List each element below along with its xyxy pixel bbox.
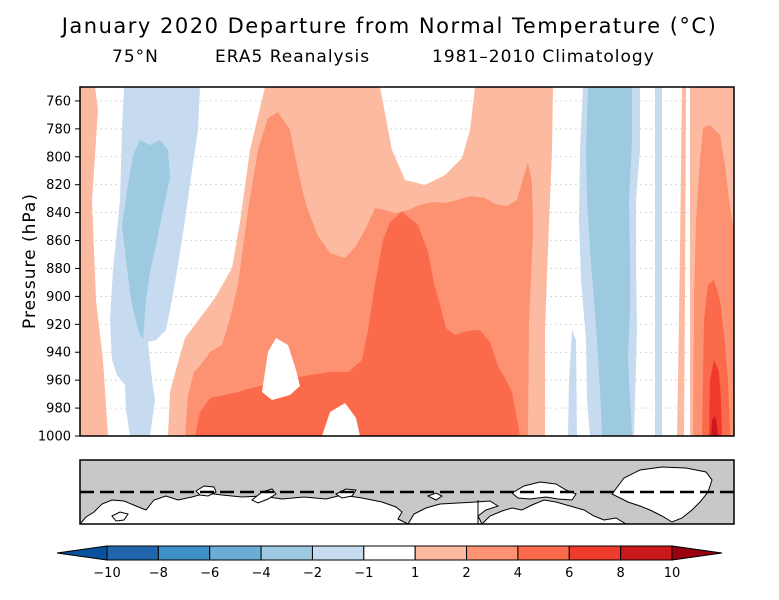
y-tick-label: 1000 (38, 430, 71, 445)
cool-region-5 (655, 87, 662, 436)
plot-area: 760 780 800 820 840 860 880 900 920 940 960 980 1000 (38, 86, 735, 445)
warm-region-3 (195, 212, 520, 436)
colorbar: −10 −8 −6 −4 −2 −1 1 2 4 6 8 10 (56, 545, 723, 581)
colorbar-swatch (466, 545, 519, 561)
y-tick-label: 980 (46, 402, 71, 417)
warm-region-4 (677, 87, 686, 436)
colorbar-swatch (620, 545, 673, 561)
land-new-siberian-islands (426, 492, 443, 501)
colorbar-swatch (157, 545, 211, 561)
colorbar-tick-label: −8 (149, 566, 168, 581)
chart-title: January 2020 Departure from Normal Tempe… (61, 14, 718, 38)
y-tick-label: 760 (46, 94, 71, 109)
y-tick-label: 940 (46, 346, 71, 361)
colorbar-swatch (568, 545, 622, 561)
map-frame (79, 459, 735, 525)
colorbar-swatch (311, 545, 365, 561)
y-tick-label: 920 (46, 318, 71, 333)
colorbar-tick-label: 6 (565, 566, 573, 581)
y-tick-label: 840 (46, 206, 71, 221)
subtitle-latitude: 75°N (112, 47, 159, 67)
y-tick-label: 780 (46, 122, 71, 137)
warm-region-7 (702, 280, 730, 436)
subtitle-climatology: 1981–2010 Climatology (432, 47, 655, 67)
cool-region-2 (122, 140, 170, 340)
land-greenland (611, 466, 713, 523)
colorbar-tick-label: −2 (303, 566, 322, 581)
colorbar-swatch (106, 545, 159, 561)
colorbar-swatch (363, 545, 416, 561)
colorbar-extend-high (671, 545, 723, 561)
colorbar-tick-label: 4 (514, 566, 522, 581)
colorbar-extend-low (56, 545, 108, 561)
colorbar-swatch (209, 545, 262, 561)
warm-region-9 (711, 416, 718, 436)
y-axis-ticks: 760 780 800 820 840 860 880 900 920 940 960 980 1000 (38, 94, 80, 445)
colorbar-tick-label: 1 (411, 566, 419, 581)
y-tick-label: 880 (46, 262, 71, 277)
land-north-america (481, 499, 627, 524)
y-tick-label: 820 (46, 178, 71, 193)
cool-region-6 (568, 330, 577, 436)
colorbar-swatch (414, 545, 468, 561)
neutral-patch-1 (262, 338, 300, 400)
land-eurasia (80, 492, 409, 524)
colorbar-tick-label: 2 (462, 566, 470, 581)
location-map (79, 459, 735, 525)
land-iceland (111, 511, 129, 522)
colorbar-tick-label: 8 (616, 566, 624, 581)
cool-region-4 (586, 87, 632, 436)
y-tick-label: 900 (46, 290, 71, 305)
colorbar-swatch (260, 545, 313, 561)
colorbar-tick-label: −10 (93, 566, 120, 581)
subtitle-source: ERA5 Reanalysis (215, 47, 371, 67)
colorbar-tick-label: 10 (664, 566, 681, 581)
warm-region-8 (709, 360, 722, 436)
neutral-patch-2 (322, 403, 360, 436)
colorbar-swatch (517, 545, 570, 561)
colorbar-tick-label: −4 (252, 566, 271, 581)
colorbar-tick-label: −6 (200, 566, 219, 581)
y-tick-label: 960 (46, 374, 71, 389)
land-siberia (407, 500, 500, 524)
y-tick-label: 860 (46, 234, 71, 249)
y-tick-label: 800 (46, 150, 71, 165)
plot-frame (79, 86, 735, 437)
warm-region-1 (80, 87, 108, 436)
colorbar-tick-label: −1 (354, 566, 373, 581)
anomaly-field (80, 87, 734, 436)
